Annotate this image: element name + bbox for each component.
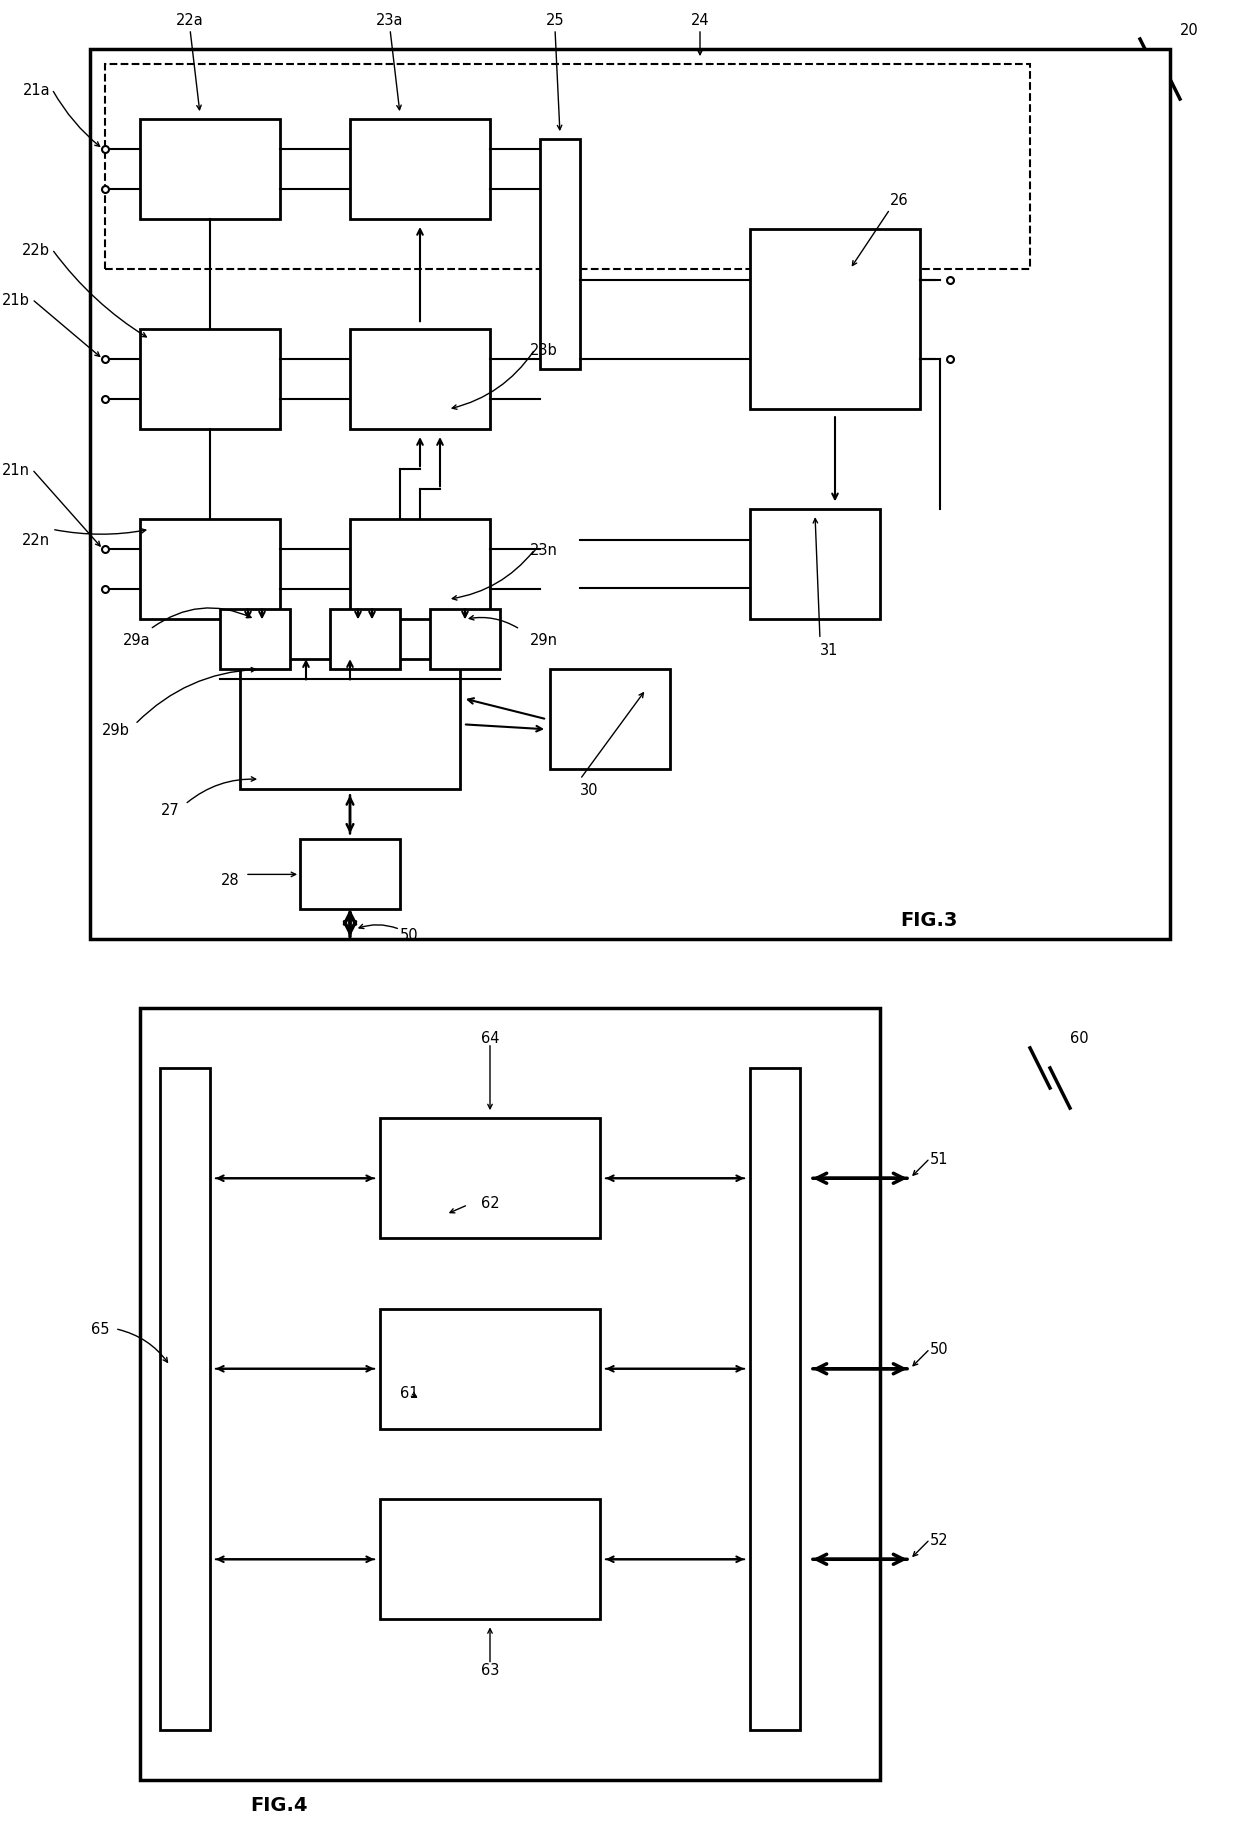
Text: 29a: 29a <box>123 633 150 648</box>
Bar <box>219 609 290 670</box>
Text: FIG.4: FIG.4 <box>250 1795 308 1814</box>
Bar <box>379 1308 600 1429</box>
Text: 26: 26 <box>890 192 909 207</box>
Text: 62: 62 <box>481 1195 500 1210</box>
Bar <box>750 231 920 410</box>
Bar <box>379 1499 600 1620</box>
Bar <box>551 670 670 770</box>
Bar <box>241 661 460 791</box>
Text: 52: 52 <box>930 1532 949 1546</box>
Text: 28: 28 <box>222 873 241 888</box>
Bar <box>91 49 1171 941</box>
Bar <box>300 840 401 910</box>
Text: 29n: 29n <box>529 633 558 648</box>
Text: 63: 63 <box>481 1662 500 1676</box>
Bar <box>330 609 401 670</box>
Text: 21a: 21a <box>22 82 50 97</box>
Bar <box>750 1069 800 1729</box>
Text: 60: 60 <box>1070 1030 1089 1045</box>
Bar <box>140 121 280 220</box>
Text: 22b: 22b <box>22 243 50 258</box>
Bar <box>539 139 580 370</box>
Text: 30: 30 <box>580 783 599 798</box>
Bar <box>140 520 280 620</box>
Text: 51: 51 <box>930 1151 949 1166</box>
Bar <box>430 609 500 670</box>
Bar <box>105 66 1030 271</box>
Bar <box>350 520 490 620</box>
Text: FIG.3: FIG.3 <box>900 910 957 930</box>
Text: 24: 24 <box>691 13 709 27</box>
Text: 64: 64 <box>481 1030 500 1045</box>
Bar <box>379 1118 600 1239</box>
Text: 50: 50 <box>930 1341 949 1356</box>
Bar <box>350 329 490 430</box>
Text: 31: 31 <box>820 642 838 657</box>
Text: 22n: 22n <box>22 533 50 547</box>
Text: 23a: 23a <box>376 13 404 27</box>
Text: 21n: 21n <box>2 463 30 478</box>
Bar <box>160 1069 210 1729</box>
Bar <box>140 329 280 430</box>
Text: 21b: 21b <box>2 293 30 307</box>
Text: 25: 25 <box>546 13 564 27</box>
Text: 65: 65 <box>92 1321 110 1336</box>
Bar <box>140 1008 880 1781</box>
Text: 27: 27 <box>161 802 180 818</box>
Text: 20: 20 <box>1180 22 1199 37</box>
Text: 22a: 22a <box>176 13 203 27</box>
Bar <box>350 121 490 220</box>
Text: 29b: 29b <box>102 723 130 737</box>
Bar <box>750 511 880 620</box>
Text: 23n: 23n <box>529 542 558 558</box>
Text: 61: 61 <box>401 1385 419 1400</box>
Text: 23b: 23b <box>529 342 558 357</box>
Text: 50: 50 <box>401 928 419 942</box>
